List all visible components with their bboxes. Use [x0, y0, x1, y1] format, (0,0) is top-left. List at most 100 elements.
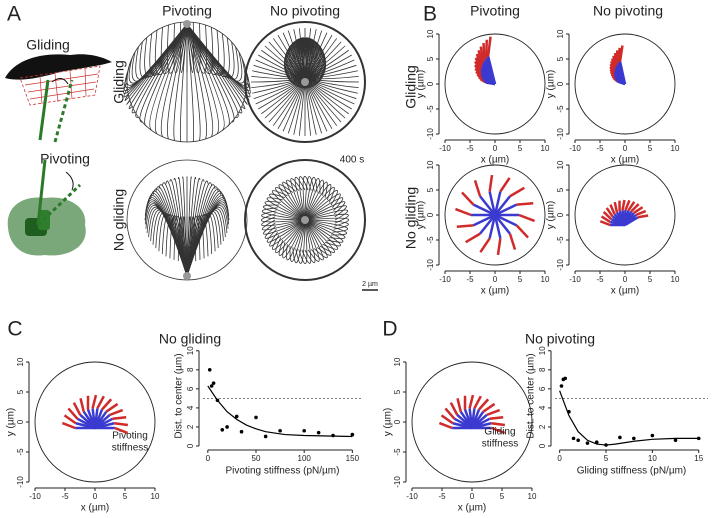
- trajectory: [294, 177, 306, 221]
- point: [571, 436, 576, 441]
- trajectory: [179, 22, 188, 73]
- trajectory: [488, 174, 494, 192]
- trajectory: [286, 39, 352, 81]
- point: [567, 409, 571, 414]
- trajectory: [186, 23, 230, 77]
- trajectory: [478, 398, 490, 411]
- y-tick-label: -5: [556, 105, 565, 113]
- point: [209, 384, 214, 388]
- trajectory: [300, 37, 317, 135]
- trajectory: [633, 206, 644, 214]
- trajectory: [482, 402, 496, 413]
- label: x (µm): [458, 503, 487, 514]
- trajectory: [496, 238, 502, 256]
- x-tick-label: 0: [470, 492, 475, 501]
- trajectory: [186, 23, 239, 80]
- y-tick-label: -5: [393, 448, 402, 456]
- trajectory: [493, 214, 502, 239]
- trajectory: [618, 61, 627, 85]
- trajectory: [114, 426, 129, 435]
- trajectory: [167, 23, 188, 74]
- label: D: [382, 318, 397, 341]
- x-tick-label: 0: [206, 454, 211, 463]
- trajectory: [284, 39, 358, 94]
- trajectory: [605, 207, 614, 218]
- label: B: [423, 3, 437, 26]
- trajectory: [252, 39, 326, 79]
- trajectory: [101, 398, 113, 411]
- trajectory-bundle: [244, 159, 366, 281]
- trajectory: [473, 64, 483, 76]
- trajectory: [472, 203, 496, 217]
- y-tick-label: 0: [538, 443, 547, 448]
- trajectory: [186, 23, 251, 91]
- x-tick-label: -5: [438, 492, 446, 501]
- trajectory: [304, 219, 349, 230]
- x-tick-label: 0: [493, 275, 498, 284]
- x-tick-label: 10: [151, 492, 160, 501]
- trajectory: [292, 219, 306, 264]
- trajectory: [261, 216, 306, 227]
- y-tick-label: -10: [556, 259, 565, 271]
- x-tick-label: 150: [346, 454, 360, 463]
- trajectory: [479, 195, 496, 216]
- trajectory: [630, 203, 640, 213]
- trajectory: [72, 402, 82, 416]
- trajectory: [186, 23, 235, 123]
- y-tick-label: 6: [186, 386, 195, 391]
- trajectory: [286, 39, 352, 110]
- point: [239, 429, 244, 434]
- trajectory: [261, 39, 323, 115]
- point: [559, 384, 564, 388]
- y-tick-label: 5: [556, 56, 565, 61]
- trajectory: [61, 421, 76, 430]
- trajectory: [479, 214, 496, 235]
- y-tick-label: 5: [426, 187, 435, 192]
- x-tick-label: 0: [623, 144, 628, 153]
- trajectory: [304, 176, 318, 221]
- trajectory: [285, 39, 355, 80]
- trajectory: [304, 219, 320, 262]
- y-tick-label: -5: [426, 105, 435, 113]
- fit-curve: [207, 385, 353, 438]
- trajectory: [449, 402, 459, 416]
- x-tick-label: 100: [298, 454, 312, 463]
- trajectory: [491, 426, 506, 435]
- point: [594, 440, 599, 444]
- label: x (µm): [481, 286, 510, 297]
- trajectory: [304, 186, 335, 221]
- trajectory: [67, 407, 79, 420]
- trajectory: [479, 237, 491, 253]
- label: x (µm): [481, 155, 510, 166]
- trajectory: [304, 209, 348, 221]
- point: [278, 428, 282, 433]
- point: [263, 434, 268, 439]
- x-tick-label: 5: [604, 454, 609, 463]
- trajectory: [144, 23, 188, 127]
- trajectory: [304, 219, 328, 259]
- trajectory: [271, 190, 306, 221]
- trajectory: [461, 191, 475, 206]
- y-tick-label: -5: [16, 448, 25, 456]
- trajectory: [474, 57, 483, 71]
- trajectory: [600, 215, 611, 224]
- trajectory: [477, 50, 484, 66]
- arena: [444, 164, 546, 266]
- y-tick-label: 2: [538, 424, 547, 429]
- trajectory: [494, 203, 518, 217]
- origin: [301, 216, 309, 224]
- y-tick-label: 10: [186, 346, 195, 355]
- trajectory: [472, 213, 496, 227]
- trajectory: [186, 184, 216, 277]
- trajectory: [438, 421, 453, 430]
- x-tick-label: -10: [569, 144, 581, 153]
- trajectory: [304, 201, 346, 221]
- trajectory: [149, 23, 188, 76]
- y-tick-label: 5: [16, 389, 25, 394]
- trajectory: [301, 219, 312, 264]
- trajectory: [637, 214, 649, 219]
- point: [316, 430, 321, 435]
- trajectory: [150, 190, 188, 277]
- trajectory: [440, 414, 454, 425]
